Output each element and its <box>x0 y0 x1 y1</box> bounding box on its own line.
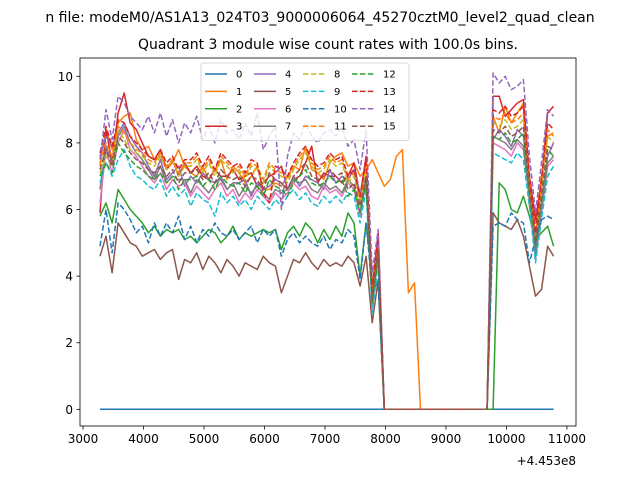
legend-label-10: 10 <box>334 104 347 115</box>
x-tick-label: 3000 <box>68 432 99 446</box>
x-tick-label: 11000 <box>548 432 586 446</box>
x-tick-label: 10000 <box>487 432 525 446</box>
y-tick-label: 8 <box>65 136 73 150</box>
legend-label-2: 2 <box>236 104 242 115</box>
legend-label-5: 5 <box>285 87 291 98</box>
legend-label-13: 13 <box>383 87 396 98</box>
legend-label-0: 0 <box>236 70 242 81</box>
series-line-15 <box>99 125 554 411</box>
x-tick-label: 9000 <box>431 432 462 446</box>
series-line-14 <box>99 72 555 411</box>
legend-label-15: 15 <box>383 122 396 133</box>
x-tick-label: 4000 <box>128 432 159 446</box>
axes-frame <box>79 57 577 427</box>
legend-label-12: 12 <box>383 70 396 81</box>
legend-label-7: 7 <box>285 122 291 133</box>
series-line-13 <box>99 105 555 411</box>
legend-label-9: 9 <box>334 87 340 98</box>
x-tick-label: 6000 <box>249 432 280 446</box>
plot-area: 3000 4000 5000 6000 7000 8000 9000 10000 11000 0 2… <box>58 57 586 468</box>
chart-title: Quadrant 3 module wise count rates with … <box>138 37 518 53</box>
y-tick-label: 6 <box>65 203 73 217</box>
legend-label-6: 6 <box>285 104 291 115</box>
figure-suptitle: n file: modeM0/AS1A13_024T03_9000006064_… <box>45 10 594 26</box>
y-tick-label: 4 <box>65 270 73 284</box>
series-lines <box>99 72 555 411</box>
legend-label-3: 3 <box>236 122 242 133</box>
x-offset-label: +4.453e8 <box>517 454 576 468</box>
y-tick-label: 10 <box>58 70 73 84</box>
legend-label-1: 1 <box>236 87 242 98</box>
y-tick-label: 0 <box>65 403 73 417</box>
legend-label-4: 4 <box>285 70 291 81</box>
x-tick-label: 8000 <box>370 432 401 446</box>
x-tick-label: 7000 <box>310 432 341 446</box>
y-tick-label: 2 <box>65 336 73 350</box>
legend-label-11: 11 <box>334 122 347 133</box>
legend-box <box>200 62 410 141</box>
legend-label-8: 8 <box>334 70 340 81</box>
x-tick-label: 5000 <box>189 432 220 446</box>
legend-label-14: 14 <box>383 104 396 115</box>
